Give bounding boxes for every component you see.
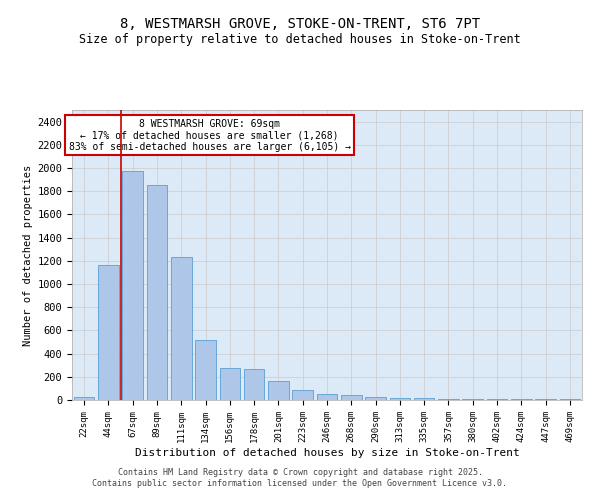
Bar (389, 398, 410, 400)
Bar (122, 172, 143, 400)
Bar (146, 186, 167, 400)
Bar (220, 368, 240, 400)
Bar (438, 399, 459, 400)
Bar (244, 368, 265, 400)
Text: 8 WESTMARSH GROVE: 69sqm
← 17% of detached houses are smaller (1,268)
83% of sem: 8 WESTMARSH GROVE: 69sqm ← 17% of detach… (69, 118, 351, 152)
Text: Size of property relative to detached houses in Stoke-on-Trent: Size of property relative to detached ho… (79, 32, 521, 46)
Text: Contains HM Land Registry data © Crown copyright and database right 2025.
Contai: Contains HM Land Registry data © Crown c… (92, 468, 508, 487)
Bar (195, 340, 216, 400)
Y-axis label: Number of detached properties: Number of detached properties (23, 164, 33, 346)
Bar (268, 382, 289, 400)
Bar (98, 266, 119, 400)
Bar (171, 258, 191, 400)
Bar (74, 396, 94, 400)
Bar (317, 394, 337, 400)
Bar (341, 396, 362, 400)
Bar (365, 396, 386, 400)
Bar (292, 390, 313, 400)
Bar (414, 398, 434, 400)
Text: 8, WESTMARSH GROVE, STOKE-ON-TRENT, ST6 7PT: 8, WESTMARSH GROVE, STOKE-ON-TRENT, ST6 … (120, 18, 480, 32)
X-axis label: Distribution of detached houses by size in Stoke-on-Trent: Distribution of detached houses by size … (134, 448, 520, 458)
